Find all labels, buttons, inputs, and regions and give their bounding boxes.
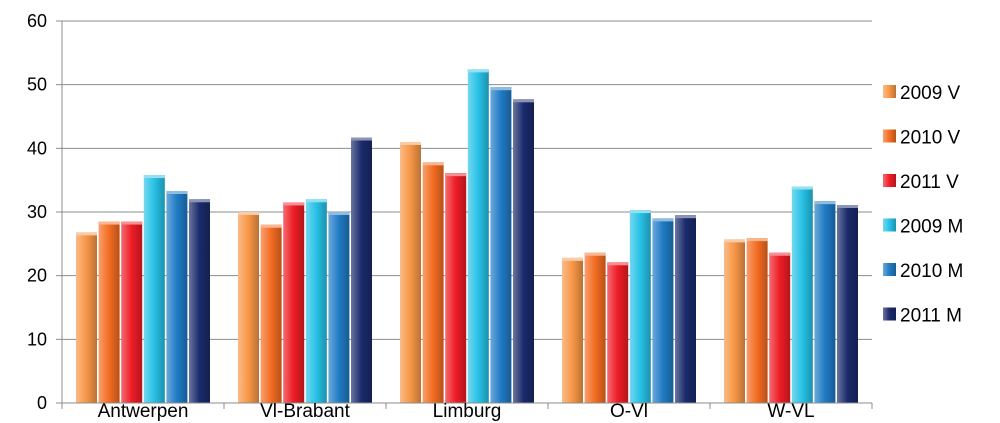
bar-2010-v-antwerpen [98,221,120,403]
legend-label: 2010 V [900,128,961,149]
bar-top-highlight [166,190,188,194]
bar-top-highlight [629,210,651,214]
x-category-label: Limburg [433,401,502,422]
bar-top-highlight [98,221,120,225]
bar-top-highlight [769,252,791,256]
bar-top-highlight [746,238,768,242]
bar-2009-m-o-vl [629,210,651,403]
bar-2011-v-vl-brabant [283,202,305,403]
legend-label: 2011 M [900,306,962,327]
y-tick-label: 20 [27,266,47,286]
bar-top-highlight [791,186,813,190]
bar-top-highlight [143,175,165,179]
legend-swatch [883,263,896,276]
bar-top-highlight [189,199,210,203]
bar-top-highlight [305,199,327,203]
bar-2009-m-vl-brabant [305,199,327,403]
bar-2009-v-o-vl [562,257,583,403]
y-tick-label: 50 [27,75,47,95]
bar-top-highlight [445,173,467,177]
legend-swatch [883,307,896,321]
legend-swatch [883,174,896,187]
bar-top-highlight [238,212,259,215]
bar-top-highlight [490,87,512,91]
bar-2009-v-limburg [400,141,421,403]
bar-2011-v-limburg [445,173,467,403]
legend: 2009 V 2010 V 2011 V 2009 M 2010 M 2011 M [883,83,963,327]
bar-top-highlight [814,201,836,205]
bar-2010-v-o-vl [584,252,606,403]
bar-2011-m-limburg [513,99,534,403]
bar-2010-m-antwerpen [166,190,188,403]
legend-label: 2010 M [900,261,963,282]
bar-2011-m-w-vl [837,204,858,403]
x-category-label: O-Vl [610,401,648,422]
bar-top-highlight [283,202,305,206]
bar-2010-v-limburg [422,162,444,403]
legend-swatch [883,85,896,98]
legend-label: 2011 V [900,172,959,193]
bar-top-highlight [121,221,143,225]
y-tick-label: 0 [37,393,47,413]
bar-top-highlight [467,69,489,73]
bar-top-highlight [675,215,696,219]
bar-top-highlight [607,262,629,266]
axes: Antwerpen Vl-Brabant Limburg O-Vl W-VL [61,21,873,422]
bar-2011-m-vl-brabant [351,137,372,403]
bar-2010-m-w-vl [814,201,836,403]
bar-2011-m-o-vl [675,215,696,403]
bar-2010-v-w-vl [746,238,768,403]
bar-top-highlight [652,218,674,222]
bar-top-highlight [837,204,858,208]
legend-swatch [883,129,896,143]
bar-top-highlight [351,137,372,141]
x-category-label: Antwerpen [98,401,189,422]
bar-2010-m-limburg [490,87,512,404]
bar-2011-m-antwerpen [189,199,210,403]
bar-2010-m-vl-brabant [328,212,350,403]
bar-top-highlight [562,257,583,261]
bar-top-highlight [584,252,606,256]
bar-2011-v-antwerpen [121,221,143,403]
bar-2009-v-vl-brabant [238,212,259,403]
bar-2009-v-w-vl [724,239,745,403]
y-tick-label: 10 [27,329,47,349]
bar-2011-v-w-vl [769,252,791,403]
y-tick-label: 40 [27,138,47,158]
bar-2009-m-w-vl [791,186,813,403]
legend-swatch [883,218,896,232]
bar-top-highlight [328,212,350,215]
bar-2009-m-antwerpen [143,175,165,403]
legend-label: 2009 M [900,217,963,238]
y-tick-label: 30 [27,202,47,222]
bar-top-highlight [400,141,421,145]
y-tick-label: 60 [27,11,47,31]
legend-label: 2009 V [900,83,961,104]
bar-2011-v-o-vl [607,262,629,403]
x-category-label: Vl-Brabant [260,401,350,422]
bar-top-highlight [76,232,97,236]
bar-top-highlight [724,239,745,243]
bar-2010-v-vl-brabant [260,224,282,403]
bar-top-highlight [260,224,282,228]
bar-top-highlight [513,99,534,103]
x-category-label: W-VL [767,401,814,422]
bar-2009-m-limburg [467,69,489,404]
bars [76,69,858,404]
bar-top-highlight [422,162,444,166]
bar-2010-m-o-vl [652,218,674,403]
bar-2009-v-antwerpen [76,232,97,403]
